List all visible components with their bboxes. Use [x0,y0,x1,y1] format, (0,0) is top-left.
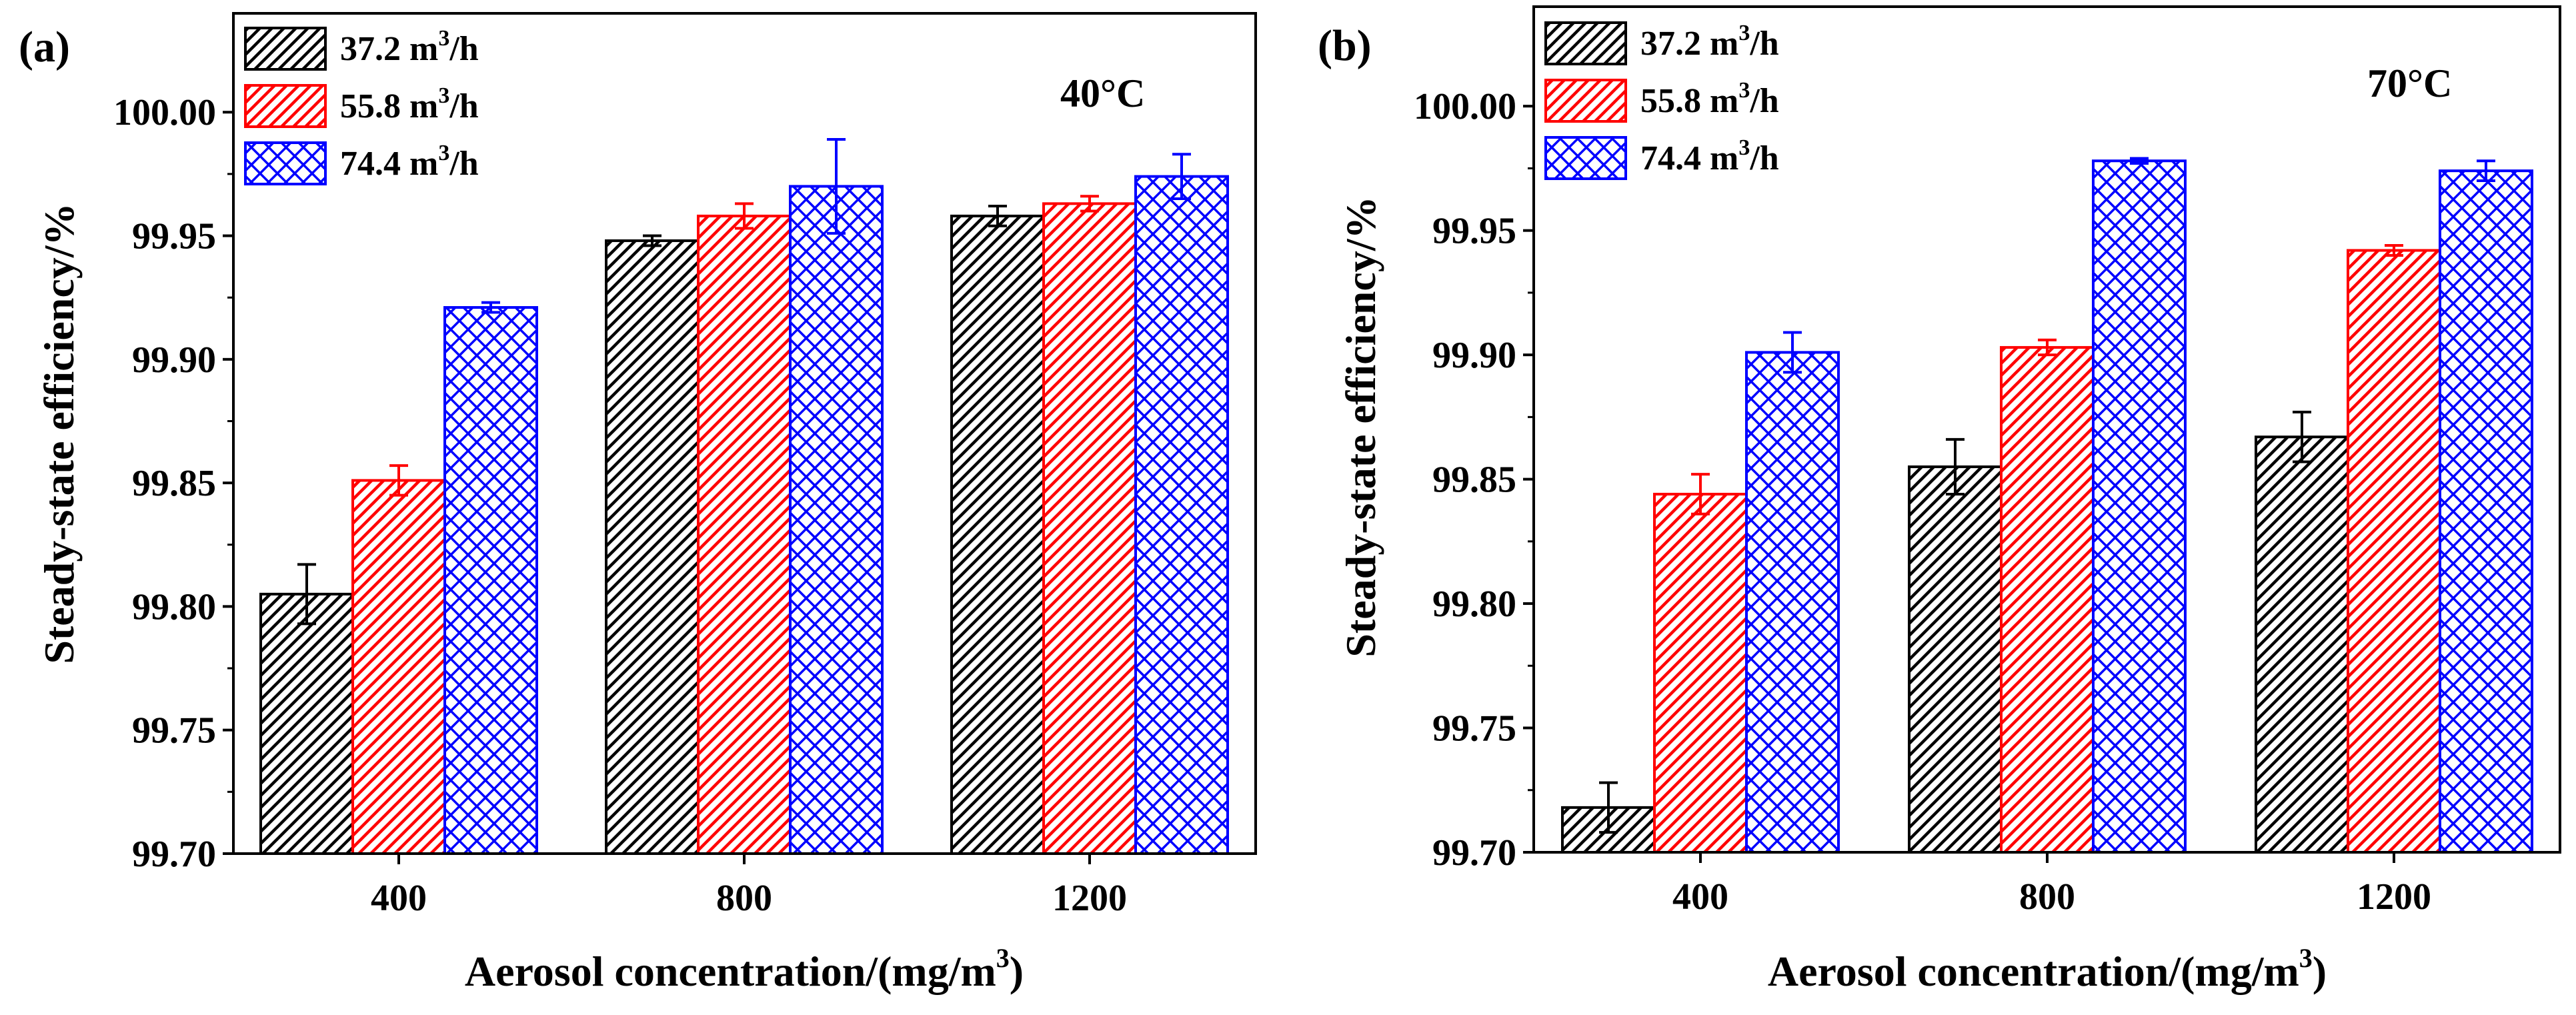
y-axis: 99.70 99.75 99.80 99.85 99.90 99.95 100.00 [113,92,233,875]
temperature-annotation: 70°C [2367,61,2452,105]
plot-frame [232,12,1257,855]
y-tick-label: 100.00 [113,92,216,133]
y-axis-title: Steady-state efficiency/% [1337,196,1384,657]
bar-group [1561,157,2533,854]
y-axis: 99.70 99.75 99.80 99.85 99.90 99.95 100.00 [1414,86,1534,874]
legend-swatch [244,84,327,128]
y-tick-label: 99.80 [132,586,216,628]
x-tick-label: 800 [716,878,772,919]
x-axis-title: Aerosol concentration/(mg/m3) [465,943,1024,995]
x-axis: 400 800 1200 [371,854,1127,919]
y-tick-label: 99.90 [132,339,216,381]
bar [950,214,1045,856]
y-tick-label: 99.85 [1432,459,1516,501]
y-tick-label: 99.95 [1432,211,1516,252]
panel-label: (b) [1318,21,1372,70]
y-axis-title: Steady-state efficiency/% [35,203,83,664]
bar [259,592,354,855]
legend-swatch [244,27,327,71]
y-tick-label: 99.75 [132,710,216,752]
bar [2000,345,2095,854]
x-tick-label: 400 [371,878,427,919]
y-tick-label: 99.95 [132,216,216,257]
bar [2255,435,2349,854]
bar [605,239,700,855]
legend-swatch [1544,21,1627,65]
bar-group [259,138,1229,856]
bar [1653,492,1748,854]
legend-swatch [1544,136,1627,180]
panel-b: (b) 70°C 99.70 99.75 99.80 99.85 99.90 99.95 1… [1318,5,2561,995]
bar [2092,159,2187,854]
legend-swatch [244,141,327,185]
legend-label: 37.2 m3/h [340,26,479,68]
bar [697,214,792,856]
y-tick-label: 99.70 [132,834,216,875]
x-tick-label: 1200 [2357,876,2431,918]
y-tick-label: 99.80 [1432,584,1516,625]
bar [789,185,884,856]
bar [1134,175,1229,855]
bar [1908,465,2003,854]
panel-a: (a) 40°C 99.70 99.75 99.80 99.85 99.90 99.95 1… [19,12,1257,995]
bar [1745,351,1840,854]
legend-label: 55.8 m3/h [1640,78,1779,120]
plot-frame [1532,5,2561,854]
bar [2347,249,2441,854]
bar [351,479,446,855]
bar [2439,169,2533,854]
legend-label: 74.4 m3/h [1640,135,1779,177]
y-tick-label: 99.85 [132,463,216,504]
legend: 37.2 m3/h 55.8 m3/h 74.4 m3/h [1544,21,1779,180]
legend-swatch [1544,79,1627,123]
x-axis: 400 800 1200 [1672,852,2431,918]
x-tick-label: 1200 [1052,878,1127,919]
x-tick-label: 400 [1672,876,1728,918]
legend-label: 37.2 m3/h [1640,21,1779,63]
y-tick-label: 99.75 [1432,708,1516,750]
y-tick-label: 100.00 [1414,86,1516,127]
legend-label: 74.4 m3/h [340,141,479,183]
bar [443,306,538,855]
legend: 37.2 m3/h 55.8 m3/h 74.4 m3/h [244,26,479,185]
panel-label: (a) [19,23,70,71]
legend-label: 55.8 m3/h [340,83,479,125]
temperature-annotation: 40°C [1060,71,1145,115]
bar [1042,202,1137,855]
x-tick-label: 800 [2019,876,2075,918]
y-tick-label: 99.70 [1432,832,1516,874]
x-axis-title: Aerosol concentration/(mg/m3) [1768,943,2327,995]
y-tick-label: 99.90 [1432,335,1516,376]
